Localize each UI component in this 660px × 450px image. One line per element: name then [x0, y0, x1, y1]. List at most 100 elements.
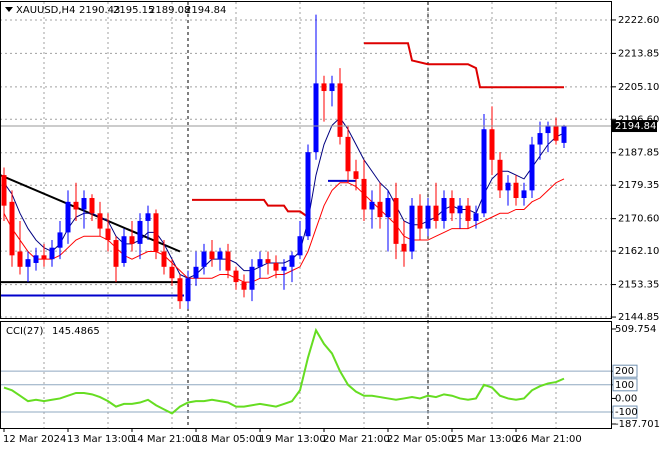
x-tick-label: 26 Mar 21:00	[515, 434, 582, 445]
cci-value: 145.4865	[52, 326, 100, 337]
cci-level-box	[612, 378, 638, 392]
low-value: 2189.08	[149, 5, 190, 16]
candle-body	[193, 266, 199, 279]
candle-body	[465, 205, 471, 221]
current-price-label: 2194.84	[615, 121, 656, 132]
candle-body	[33, 255, 39, 263]
candle-body	[177, 278, 183, 302]
cci-tick-label: -187.7012	[615, 419, 660, 430]
candle-body	[313, 83, 319, 153]
candle-body	[345, 136, 351, 172]
candle-body	[361, 178, 367, 210]
y-tick-label: 2205.10	[618, 82, 659, 93]
open-value: 2190.43	[79, 5, 120, 16]
candle-body	[121, 236, 127, 263]
candle-body	[113, 240, 119, 267]
candle-body	[425, 205, 431, 229]
candle-body	[241, 282, 247, 290]
cci-tick-label: 0.00	[615, 393, 637, 404]
cci-name: CCI(27)	[6, 326, 44, 337]
candle-body	[153, 213, 159, 252]
x-tick-label: 25 Mar 13:00	[451, 434, 518, 445]
candle-body	[17, 251, 23, 267]
candle-body	[129, 236, 135, 244]
candle-body	[105, 228, 111, 241]
candle-body	[353, 171, 359, 179]
candle-body	[401, 243, 407, 252]
candle-body	[249, 266, 255, 290]
main-frame	[0, 1, 612, 319]
candle-body	[513, 182, 519, 199]
cci-level-box	[612, 405, 638, 419]
y-tick-label: 2196.60	[618, 114, 659, 125]
cci-frame	[0, 321, 612, 429]
cci-line	[3, 327, 565, 415]
candle-body	[449, 198, 455, 214]
candle-body	[137, 220, 143, 244]
candle-body	[273, 262, 279, 271]
candle-body	[545, 125, 551, 134]
overlay-line	[192, 198, 309, 218]
candle-body	[185, 278, 191, 302]
candle-body	[169, 266, 175, 279]
candle-body	[497, 159, 503, 191]
candle-body	[41, 255, 47, 260]
high-value: 2195.15	[113, 5, 154, 16]
candle-body	[233, 270, 239, 283]
candle-body	[441, 198, 447, 221]
x-tick-label: 22 Mar 05:00	[387, 434, 454, 445]
symbol: XAUUSD,H4	[16, 5, 75, 16]
y-tick-label: 2222.60	[618, 15, 659, 26]
current-price-box	[612, 120, 657, 133]
x-tick-label: 20 Mar 21:00	[323, 434, 390, 445]
candle-body	[393, 198, 399, 244]
y-tick-label: 2170.60	[618, 214, 659, 225]
candle-body	[257, 259, 263, 267]
candle-body	[217, 251, 223, 260]
menu-arrow[interactable]	[5, 7, 13, 12]
y-tick-label: 2144.85	[618, 312, 659, 323]
candle-body	[409, 205, 415, 252]
candle-body	[9, 201, 15, 256]
candle-body	[281, 266, 287, 271]
candle-body	[457, 205, 463, 214]
candle-body	[473, 213, 479, 221]
x-tick-label: 12 Mar 2024	[3, 434, 66, 445]
candle-body	[73, 201, 79, 210]
x-tick-label: 14 Mar 21:00	[131, 434, 198, 445]
candle-body	[1, 175, 7, 206]
candle-body	[561, 126, 567, 143]
candle-body	[385, 198, 391, 218]
cci-tick-label: 509.754	[615, 324, 656, 335]
x-tick-label: 18 Mar 05:00	[195, 434, 262, 445]
candle-body	[145, 213, 151, 221]
candle-body	[321, 83, 327, 92]
y-tick-label: 2179.35	[618, 180, 659, 191]
candle-body	[225, 251, 231, 271]
candle-body	[25, 259, 31, 267]
candle-body	[369, 201, 375, 210]
close-value: 2194.84	[185, 5, 226, 16]
candle-body	[489, 129, 495, 160]
cci-tick-label: -100	[615, 407, 638, 418]
candle-body	[305, 152, 311, 237]
x-tick-label: 13 Mar 13:00	[67, 434, 134, 445]
candle-body	[433, 205, 439, 221]
candle-body	[529, 144, 535, 191]
candle-body	[537, 133, 543, 145]
cci-level-box	[612, 364, 638, 378]
candle-body	[265, 259, 271, 263]
y-tick-label: 2213.85	[618, 48, 659, 59]
plot-layer	[0, 14, 612, 415]
candle-body	[209, 251, 215, 260]
candle-body	[417, 205, 423, 229]
candle-body	[297, 236, 303, 256]
y-tick-label: 2153.35	[618, 280, 659, 291]
candle-body	[329, 83, 335, 92]
y-tick-label: 2187.85	[618, 148, 659, 159]
candle-body	[97, 213, 103, 229]
candle-body	[49, 247, 55, 260]
candle-body	[201, 251, 207, 267]
candle-body	[161, 251, 167, 267]
